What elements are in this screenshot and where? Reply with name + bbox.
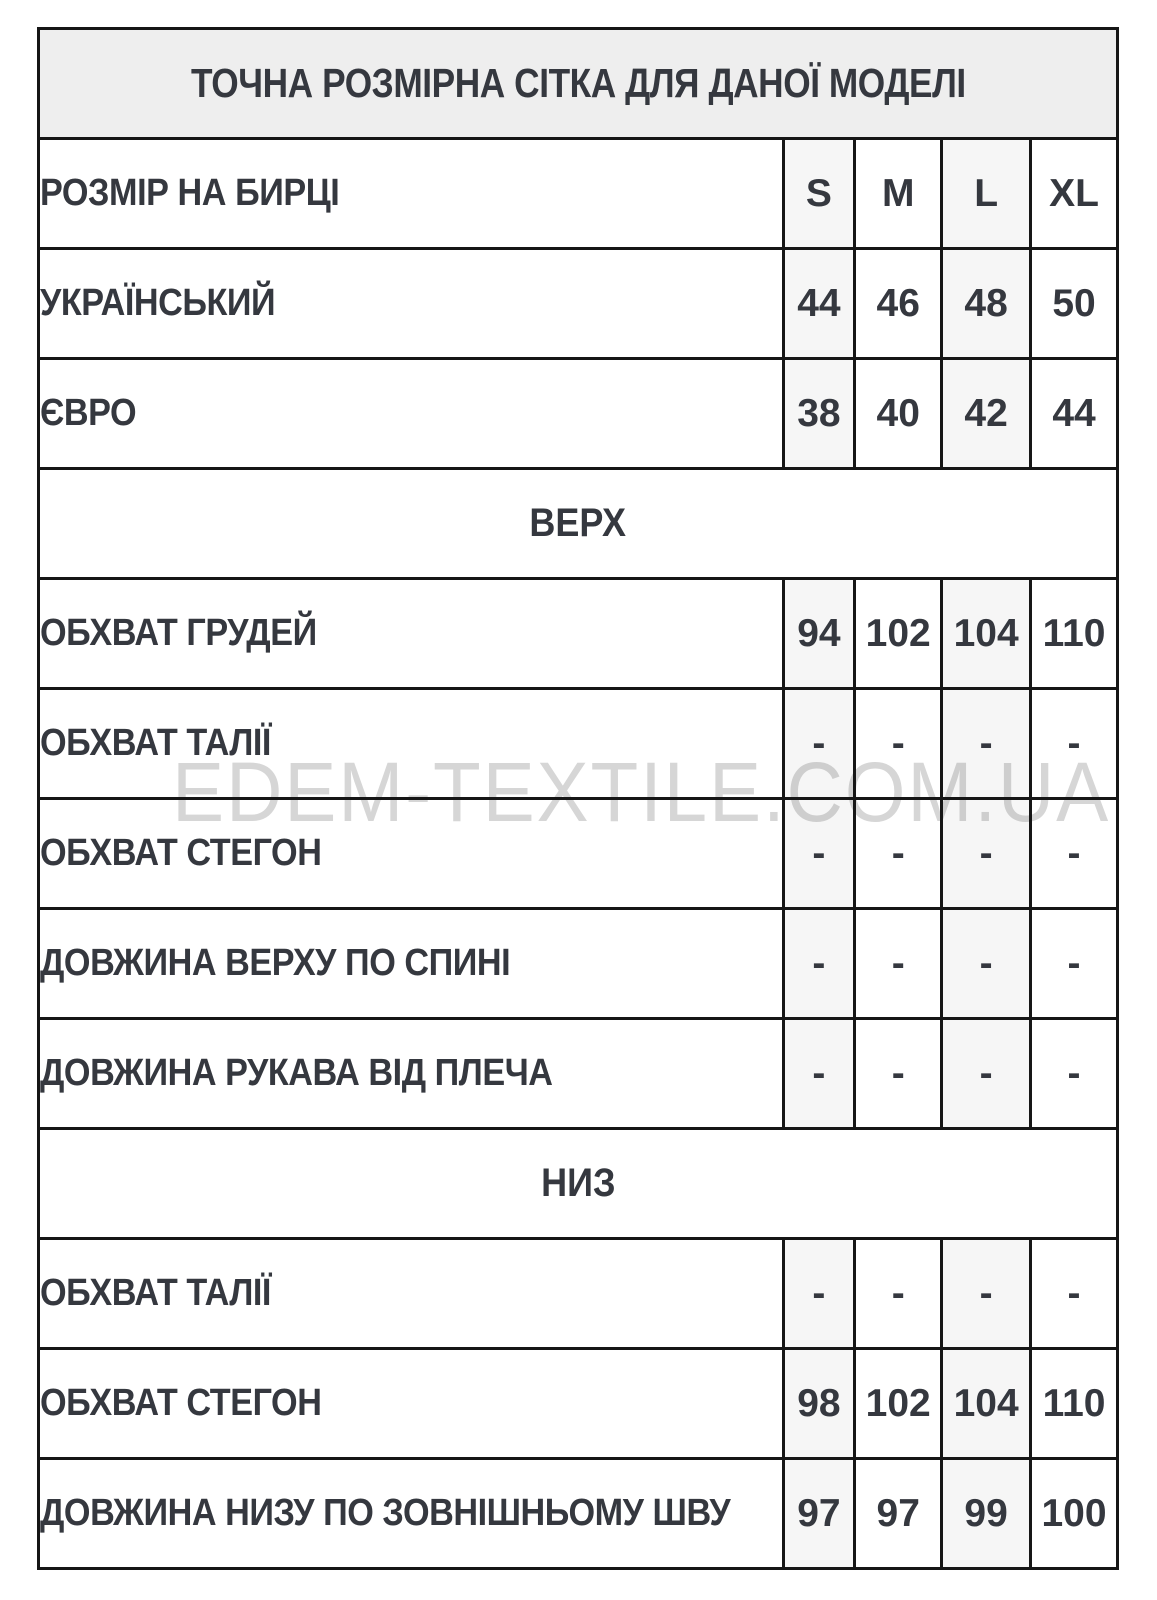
- section-header-cell: ВЕРХ: [37, 467, 1119, 580]
- table-row: ДОВЖИНА РУКАВА ВІД ПЛЕЧА - - - -: [37, 1017, 1119, 1130]
- row-label: ОБХВАТ СТЕГОН: [40, 1382, 322, 1424]
- value-cell: 102: [853, 577, 944, 690]
- row-label-cell: ОБХВАТ СТЕГОН: [37, 1347, 785, 1460]
- section-title: ВЕРХ: [529, 501, 627, 545]
- value-cell: -: [940, 797, 1033, 910]
- section-title: НИЗ: [540, 1161, 616, 1205]
- value-cell: -: [940, 907, 1033, 1020]
- value-cell: -: [940, 687, 1033, 800]
- table-row: ДОВЖИНА ВЕРХУ ПО СПИНІ - - - -: [37, 907, 1119, 1020]
- table-title-cell: ТОЧНА РОЗМІРНА СІТКА ДЛЯ ДАНОЇ МОДЕЛІ: [37, 27, 1119, 140]
- size-cell-s: S: [781, 137, 857, 250]
- value-cell: -: [781, 797, 857, 910]
- row-label: ДОВЖИНА РУКАВА ВІД ПЛЕЧА: [40, 1052, 553, 1094]
- row-label-cell: ЄВРО: [37, 357, 785, 470]
- value-cell: 110: [1029, 1347, 1119, 1460]
- value-cell: 44: [781, 247, 857, 360]
- row-label-cell: ДОВЖИНА РУКАВА ВІД ПЛЕЧА: [37, 1017, 785, 1130]
- value-cell: -: [1029, 1237, 1119, 1350]
- value-cell: -: [940, 1237, 1033, 1350]
- value-cell: -: [1029, 797, 1119, 910]
- row-label: ОБХВАТ ТАЛІЇ: [40, 1272, 271, 1314]
- value-cell: 110: [1029, 577, 1119, 690]
- value-cell: 99: [940, 1457, 1033, 1570]
- value-cell: 102: [853, 1347, 944, 1460]
- table-title: ТОЧНА РОЗМІРНА СІТКА ДЛЯ ДАНОЇ МОДЕЛІ: [190, 60, 966, 106]
- table-row: ОБХВАТ ГРУДЕЙ 94 102 104 110: [37, 577, 1119, 690]
- section-header-row: НИЗ: [37, 1127, 1119, 1240]
- value-cell: -: [940, 1017, 1033, 1130]
- value-cell: 42: [940, 357, 1033, 470]
- value-cell: 94: [781, 577, 857, 690]
- row-label: ОБХВАТ ТАЛІЇ: [40, 722, 271, 764]
- size-cell-m: M: [853, 137, 944, 250]
- row-label-cell: ДОВЖИНА НИЗУ ПО ЗОВНІШНЬОМУ ШВУ: [37, 1457, 785, 1570]
- value-cell: -: [853, 1017, 944, 1130]
- table-title-row: ТОЧНА РОЗМІРНА СІТКА ДЛЯ ДАНОЇ МОДЕЛІ: [37, 27, 1119, 140]
- size-chart-table: ТОЧНА РОЗМІРНА СІТКА ДЛЯ ДАНОЇ МОДЕЛІ РО…: [37, 27, 1119, 1570]
- value-cell: 97: [781, 1457, 857, 1570]
- value-cell: 97: [853, 1457, 944, 1570]
- table-row: ОБХВАТ СТЕГОН 98 102 104 110: [37, 1347, 1119, 1460]
- row-label: ДОВЖИНА ВЕРХУ ПО СПИНІ: [40, 942, 511, 984]
- row-label: РОЗМІР НА БИРЦІ: [40, 172, 340, 214]
- value-cell: -: [853, 1237, 944, 1350]
- size-header-row: РОЗМІР НА БИРЦІ S M L XL: [37, 137, 1119, 250]
- value-cell: -: [1029, 687, 1119, 800]
- section-header-row: ВЕРХ: [37, 467, 1119, 580]
- value-cell: -: [853, 907, 944, 1020]
- size-cell-l: L: [940, 137, 1033, 250]
- value-cell: -: [781, 687, 857, 800]
- value-cell: -: [781, 1017, 857, 1130]
- row-label-cell: ОБХВАТ ГРУДЕЙ: [37, 577, 785, 690]
- row-label-cell: ОБХВАТ СТЕГОН: [37, 797, 785, 910]
- row-label-cell: УКРАЇНСЬКИЙ: [37, 247, 785, 360]
- value-cell: -: [853, 797, 944, 910]
- table-row: ОБХВАТ ТАЛІЇ - - - -: [37, 687, 1119, 800]
- value-cell: -: [1029, 1017, 1119, 1130]
- value-cell: 48: [940, 247, 1033, 360]
- value-cell: 50: [1029, 247, 1119, 360]
- value-cell: -: [853, 687, 944, 800]
- table-row: ДОВЖИНА НИЗУ ПО ЗОВНІШНЬОМУ ШВУ 97 97 99…: [37, 1457, 1119, 1570]
- table-row: УКРАЇНСЬКИЙ 44 46 48 50: [37, 247, 1119, 360]
- value-cell: -: [1029, 907, 1119, 1020]
- value-cell: 46: [853, 247, 944, 360]
- row-label-cell: РОЗМІР НА БИРЦІ: [37, 137, 785, 250]
- row-label-cell: ОБХВАТ ТАЛІЇ: [37, 1237, 785, 1350]
- row-label: ЄВРО: [40, 392, 137, 434]
- row-label-cell: ОБХВАТ ТАЛІЇ: [37, 687, 785, 800]
- size-cell-xl: XL: [1029, 137, 1119, 250]
- value-cell: 98: [781, 1347, 857, 1460]
- value-cell: -: [781, 907, 857, 1020]
- table-row: ОБХВАТ СТЕГОН - - - -: [37, 797, 1119, 910]
- row-label: ДОВЖИНА НИЗУ ПО ЗОВНІШНЬОМУ ШВУ: [40, 1492, 731, 1534]
- row-label: УКРАЇНСЬКИЙ: [40, 282, 276, 324]
- value-cell: 100: [1029, 1457, 1119, 1570]
- value-cell: -: [781, 1237, 857, 1350]
- value-cell: 40: [853, 357, 944, 470]
- value-cell: 104: [940, 1347, 1033, 1460]
- row-label: ОБХВАТ СТЕГОН: [40, 832, 322, 874]
- value-cell: 44: [1029, 357, 1119, 470]
- row-label: ОБХВАТ ГРУДЕЙ: [40, 612, 317, 654]
- value-cell: 104: [940, 577, 1033, 690]
- row-label-cell: ДОВЖИНА ВЕРХУ ПО СПИНІ: [37, 907, 785, 1020]
- section-header-cell: НИЗ: [37, 1127, 1119, 1240]
- value-cell: 38: [781, 357, 857, 470]
- table-row: ОБХВАТ ТАЛІЇ - - - -: [37, 1237, 1119, 1350]
- table-row: ЄВРО 38 40 42 44: [37, 357, 1119, 470]
